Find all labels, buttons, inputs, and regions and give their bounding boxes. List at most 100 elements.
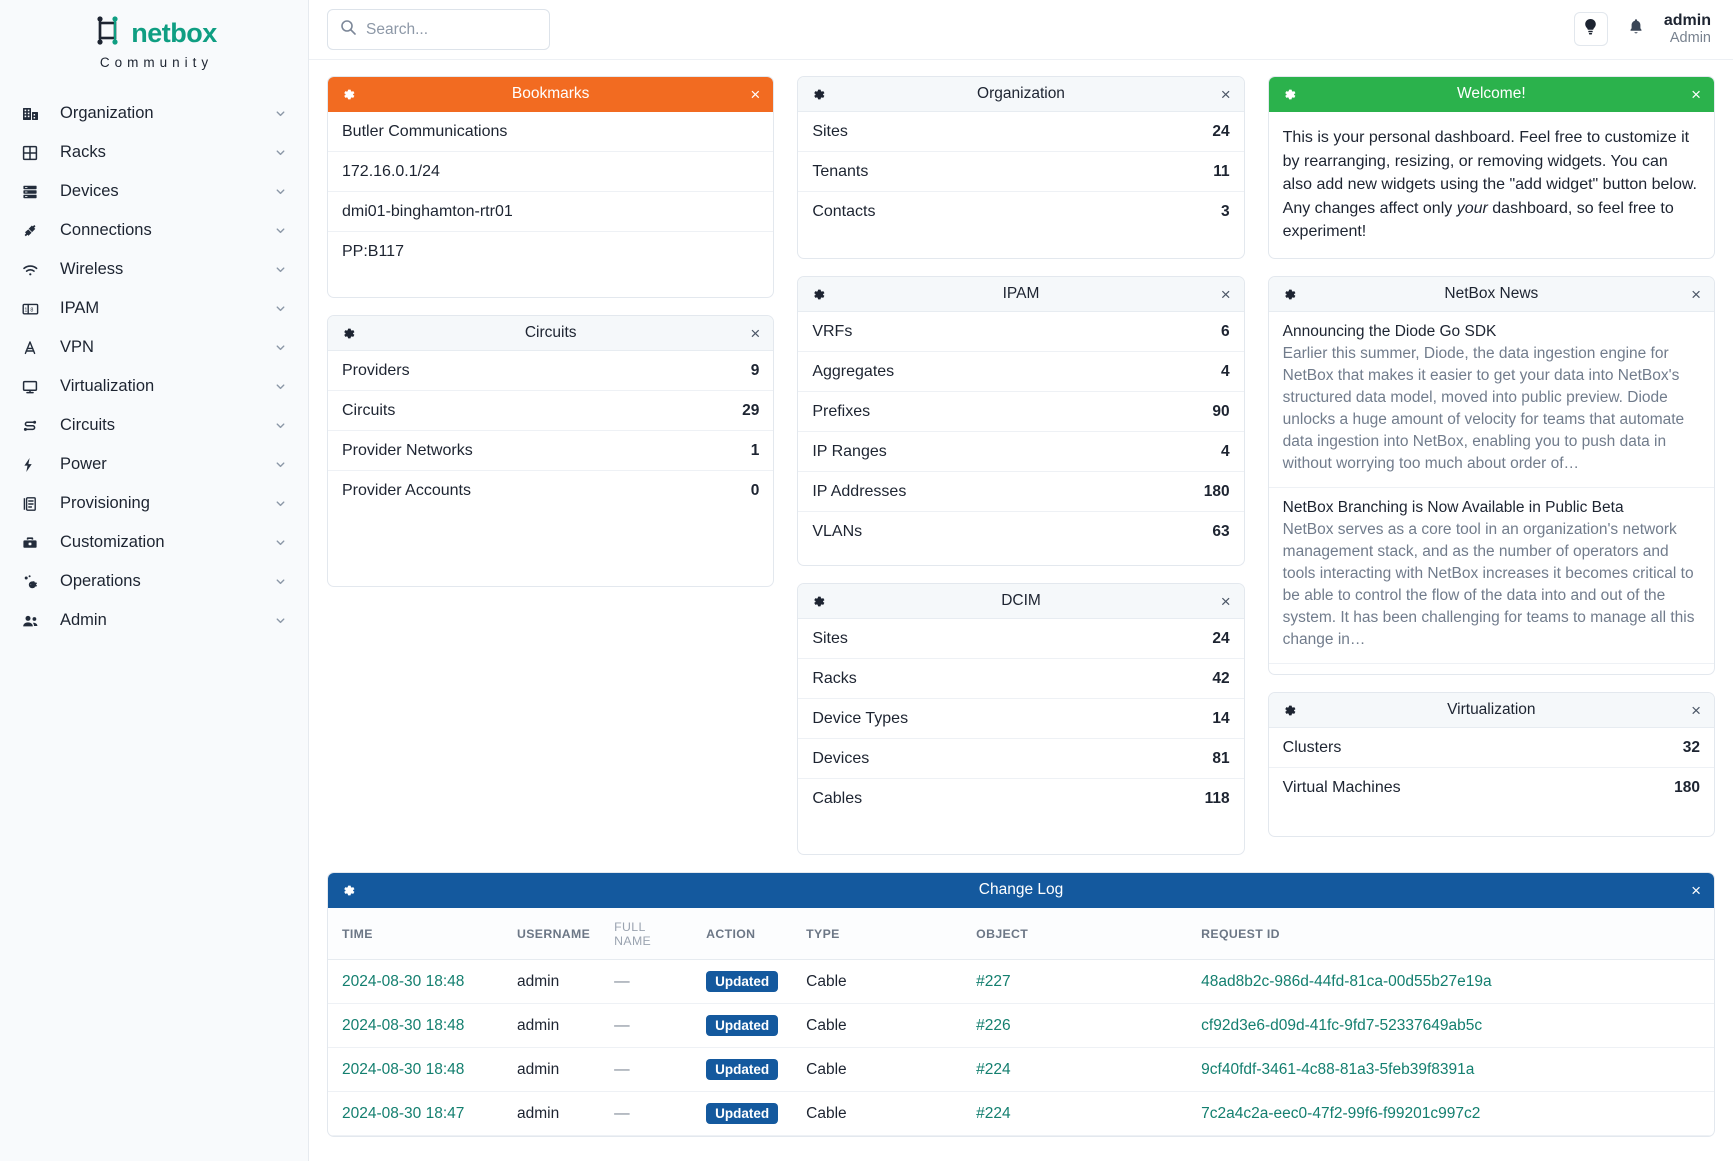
stat-row[interactable]: Contacts 3 xyxy=(798,192,1243,232)
close-icon[interactable]: × xyxy=(1220,84,1231,104)
close-icon[interactable]: × xyxy=(1691,284,1701,304)
bookmark-item[interactable]: PP:B117 xyxy=(342,243,404,260)
stat-row[interactable]: Provider Accounts 0 xyxy=(328,471,773,511)
bookmark-item[interactable]: Butler Communications xyxy=(328,112,774,152)
changelog-time[interactable]: 2024-08-30 18:48 xyxy=(342,972,465,990)
stat-row[interactable]: Clusters 32 xyxy=(1268,728,1714,768)
sidebar-item-wireless[interactable]: Wireless xyxy=(0,250,308,289)
chevron-down-icon[interactable] xyxy=(274,146,288,160)
close-icon[interactable]: × xyxy=(750,84,761,104)
sidebar-item-circuits[interactable]: Circuits xyxy=(0,406,308,445)
chevron-down-icon[interactable] xyxy=(274,185,288,199)
gear-icon[interactable] xyxy=(341,326,356,341)
column-header-object[interactable]: OBJECT xyxy=(962,908,1188,960)
table-row[interactable]: 2024-08-30 18:48 admin — Updated Cable #227 48… xyxy=(328,959,1714,1004)
gear-icon[interactable] xyxy=(1282,87,1297,102)
gear-icon[interactable] xyxy=(811,287,826,302)
close-icon[interactable]: × xyxy=(1691,700,1701,720)
gear-icon[interactable] xyxy=(811,87,826,102)
close-icon[interactable]: × xyxy=(1220,591,1231,611)
changelog-request-id[interactable]: cf92d3e6-d09d-41fc-9fd7-52337649ab5c xyxy=(1201,1016,1483,1034)
chevron-down-icon[interactable] xyxy=(274,302,288,316)
changelog-time[interactable]: 2024-08-30 18:48 xyxy=(342,1060,465,1078)
stat-row[interactable]: IP Ranges 4 xyxy=(798,432,1244,472)
stat-row[interactable]: Devices 81 xyxy=(798,739,1244,779)
chevron-down-icon[interactable] xyxy=(274,575,288,589)
chevron-down-icon[interactable] xyxy=(274,614,288,628)
changelog-object[interactable]: #224 xyxy=(976,1060,1011,1078)
changelog-object[interactable]: #224 xyxy=(976,1104,1011,1122)
chevron-down-icon[interactable] xyxy=(274,497,288,511)
sidebar-item-operations[interactable]: Operations xyxy=(0,562,308,601)
notifications-button[interactable] xyxy=(1622,14,1650,44)
stat-row[interactable]: Racks 42 xyxy=(798,659,1244,699)
sidebar-item-devices[interactable]: Devices xyxy=(0,172,308,211)
brand-logo[interactable]: netbox Community xyxy=(0,10,308,86)
column-header-request-id[interactable]: REQUEST ID xyxy=(1187,908,1714,960)
stat-row[interactable]: Sites 24 xyxy=(798,112,1244,152)
gear-icon[interactable] xyxy=(341,87,356,102)
stat-row[interactable]: Device Types 14 xyxy=(798,699,1244,739)
table-row[interactable]: 2024-08-30 18:48 admin — Updated Cable #224 9c… xyxy=(328,1047,1714,1092)
sidebar-item-power[interactable]: Power xyxy=(0,445,308,484)
chevron-down-icon[interactable] xyxy=(274,380,288,394)
stat-row[interactable]: VLANs 63 xyxy=(798,512,1243,552)
stat-row[interactable]: IP Addresses 180 xyxy=(798,472,1244,512)
sidebar-item-vpn[interactable]: VPN xyxy=(0,328,308,367)
bookmark-item[interactable]: 172.16.0.1/24 xyxy=(328,152,774,192)
changelog-request-id[interactable]: 7c2a4c2a-eec0-47f2-99f6-f99201c997c2 xyxy=(1201,1104,1481,1122)
changelog-object[interactable]: #226 xyxy=(976,1016,1011,1034)
news-title[interactable]: NetBox Branching is Now Available in Pub… xyxy=(1282,499,1624,516)
chevron-down-icon[interactable] xyxy=(274,224,288,238)
stat-row[interactable]: VRFs 6 xyxy=(798,312,1244,352)
stat-row[interactable]: Prefixes 90 xyxy=(798,392,1244,432)
gear-icon[interactable] xyxy=(1282,287,1297,302)
search-input[interactable] xyxy=(366,20,537,39)
changelog-request-id[interactable]: 9cf40fdf-3461-4c88-81a3-5feb39f8391a xyxy=(1201,1060,1475,1078)
chevron-down-icon[interactable] xyxy=(274,107,288,121)
chevron-down-icon[interactable] xyxy=(274,536,288,550)
news-item[interactable]: A New Look For NetBox and NetBox Labs xyxy=(1269,664,1714,674)
gear-icon[interactable] xyxy=(341,883,356,898)
gear-icon[interactable] xyxy=(1282,703,1297,718)
sidebar-item-connections[interactable]: Connections xyxy=(0,211,308,250)
sidebar-item-ipam[interactable]: 1 8 IPAM xyxy=(0,289,308,328)
sidebar-item-organization[interactable]: Organization xyxy=(0,94,308,133)
chevron-down-icon[interactable] xyxy=(274,419,288,433)
chevron-down-icon[interactable] xyxy=(274,263,288,277)
stat-row[interactable]: Tenants 11 xyxy=(798,152,1244,192)
sidebar-item-virtualization[interactable]: Virtualization xyxy=(0,367,308,406)
table-row[interactable]: 2024-08-30 18:47 admin — Updated Cable #224 7c… xyxy=(328,1091,1714,1136)
changelog-object[interactable]: #227 xyxy=(976,972,1011,990)
stat-row[interactable]: Virtual Machines 180 xyxy=(1269,768,1714,808)
changelog-time[interactable]: 2024-08-30 18:48 xyxy=(342,1016,465,1034)
table-row[interactable]: 2024-08-30 18:48 admin — Updated Cable #226 cf… xyxy=(328,1003,1714,1048)
column-header-username[interactable]: USERNAME xyxy=(503,908,601,960)
column-header-action[interactable]: ACTION xyxy=(692,908,793,960)
stat-row[interactable]: Providers 9 xyxy=(328,351,774,391)
news-item[interactable]: Announcing the Diode Go SDK Earlier this … xyxy=(1268,312,1714,488)
close-icon[interactable]: × xyxy=(1691,84,1701,104)
changelog-request-id[interactable]: 48ad8b2c-986d-44fd-81ca-00d55b27e19a xyxy=(1201,972,1492,990)
theme-toggle-button[interactable] xyxy=(1573,12,1608,47)
stat-row[interactable]: Circuits 29 xyxy=(328,391,774,431)
search-box[interactable] xyxy=(327,9,550,50)
sidebar-item-customization[interactable]: Customization xyxy=(0,523,308,562)
gear-icon[interactable] xyxy=(811,594,826,609)
close-icon[interactable]: × xyxy=(1691,880,1701,900)
stat-row[interactable]: Cables 118 xyxy=(798,779,1243,819)
bookmark-item[interactable]: dmi01-binghamton-rtr01 xyxy=(328,192,774,232)
column-header-time[interactable]: TIME xyxy=(328,908,503,960)
sidebar-item-racks[interactable]: Racks xyxy=(0,133,308,172)
sidebar-item-provisioning[interactable]: Provisioning xyxy=(0,484,308,523)
column-header-full-name[interactable]: FULL NAME xyxy=(600,908,693,960)
changelog-time[interactable]: 2024-08-30 18:47 xyxy=(342,1104,465,1122)
stat-row[interactable]: Provider Networks 1 xyxy=(328,431,774,471)
sidebar-item-admin[interactable]: Admin xyxy=(0,601,308,640)
close-icon[interactable]: × xyxy=(750,323,761,343)
chevron-down-icon[interactable] xyxy=(274,341,288,355)
stat-row[interactable]: Sites 24 xyxy=(798,619,1244,659)
column-header-type[interactable]: TYPE xyxy=(792,908,963,960)
chevron-down-icon[interactable] xyxy=(274,458,288,472)
stat-row[interactable]: Aggregates 4 xyxy=(798,352,1244,392)
